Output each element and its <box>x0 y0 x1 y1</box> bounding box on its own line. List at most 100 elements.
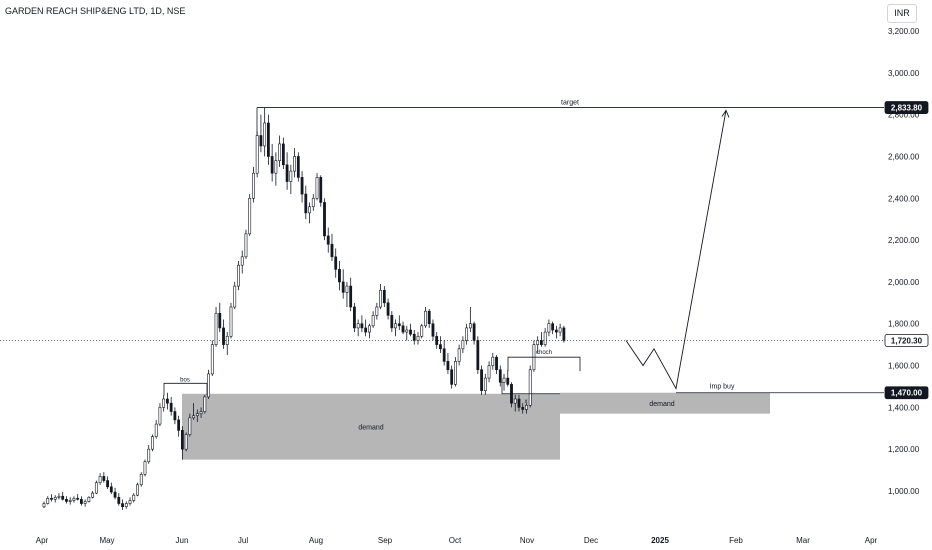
candle-body <box>109 486 113 493</box>
candle <box>98 473 102 485</box>
candle <box>61 492 65 501</box>
candle <box>188 413 192 437</box>
candle <box>46 496 50 505</box>
zones-layer: demand demand <box>0 340 884 460</box>
candle-body <box>252 172 255 199</box>
candle <box>330 233 334 261</box>
candle <box>143 459 147 477</box>
price-label: 1,720.30 <box>884 333 929 347</box>
candle-body <box>521 407 525 410</box>
candle <box>300 171 304 203</box>
price-label-box <box>884 333 929 347</box>
candle-body <box>547 323 551 333</box>
candle <box>296 152 300 182</box>
candle-body <box>446 361 450 371</box>
candle-body <box>113 491 117 498</box>
candle-body <box>442 348 446 362</box>
candle <box>128 497 132 506</box>
candle-body <box>416 335 420 341</box>
candle-body <box>480 369 483 391</box>
candle <box>184 432 188 452</box>
candle-body <box>106 480 109 488</box>
candle-body <box>495 356 498 371</box>
candle-body <box>207 373 210 398</box>
candle <box>468 307 472 333</box>
candle-body <box>50 498 53 500</box>
candle-body <box>184 434 188 450</box>
candle <box>169 396 173 416</box>
candle <box>139 472 143 487</box>
candle <box>68 497 72 505</box>
candle-body <box>98 476 102 483</box>
candle-body <box>450 369 454 385</box>
candle <box>345 281 349 307</box>
candle-body <box>229 306 233 337</box>
time-axis: Apr May Jun Jul Aug Sep Oct Nov Dec 2025 Feb Mar Apr <box>36 536 878 545</box>
candle <box>308 202 311 224</box>
price-label-text: 1,470.00 <box>891 389 923 398</box>
candle <box>199 407 203 418</box>
candle <box>349 277 353 312</box>
candle-body <box>300 177 304 195</box>
candle <box>525 403 528 414</box>
x-tick-label: Oct <box>449 536 462 545</box>
candle <box>266 114 270 165</box>
candle-body <box>375 306 379 316</box>
candle-body <box>173 411 177 421</box>
candle <box>121 499 124 510</box>
candle-body <box>222 327 225 345</box>
candle <box>416 332 420 345</box>
candle <box>248 194 252 236</box>
x-mark-label: x <box>525 399 528 405</box>
y-tick-label: 2,000.00 <box>888 278 920 287</box>
candle-body <box>210 344 214 375</box>
candle <box>390 311 394 333</box>
y-tick-label: 3,000.00 <box>888 69 920 78</box>
candle-body <box>502 377 506 383</box>
candle-body <box>233 285 237 308</box>
candle <box>244 229 248 259</box>
candle <box>80 496 83 506</box>
candle <box>109 482 113 495</box>
candle-body <box>278 143 282 161</box>
candle <box>353 302 356 333</box>
candle-body <box>315 177 319 199</box>
candle-body <box>435 335 439 345</box>
candle <box>435 332 439 349</box>
candle-body <box>225 335 229 345</box>
y-tick-label: 1,400.00 <box>888 403 920 412</box>
price-axis: 1,000.00 1,200.00 1,400.00 1,600.00 1,800.00… <box>884 27 929 496</box>
candle <box>457 344 461 366</box>
candle <box>502 373 506 391</box>
candle-body <box>472 323 476 341</box>
candle <box>547 319 551 337</box>
currency-button[interactable]: INR <box>887 4 917 23</box>
candle <box>147 445 151 464</box>
candle <box>177 415 181 437</box>
candle-body <box>61 495 65 500</box>
candle <box>311 194 315 211</box>
candle <box>195 409 199 422</box>
candle-body <box>68 500 72 502</box>
candle <box>162 394 166 412</box>
candle-body <box>91 492 95 498</box>
candle-body <box>551 323 555 331</box>
candle-body <box>255 135 259 174</box>
x-tick-label: 2025 <box>651 536 669 545</box>
candle <box>375 302 379 320</box>
candle <box>72 496 76 503</box>
bos-label: bos <box>180 377 190 383</box>
candle <box>214 307 218 347</box>
candle-body <box>513 398 517 404</box>
candle <box>42 501 46 509</box>
candle-body <box>266 122 270 157</box>
candle-body <box>558 327 562 333</box>
candle-body <box>371 315 375 327</box>
candle-body <box>65 499 68 502</box>
candle <box>180 426 184 460</box>
candle-body <box>386 302 390 316</box>
price-label: 1,470.00 <box>884 386 929 400</box>
candle-body <box>139 473 143 486</box>
price-label-text: 2,833.80 <box>891 104 923 113</box>
